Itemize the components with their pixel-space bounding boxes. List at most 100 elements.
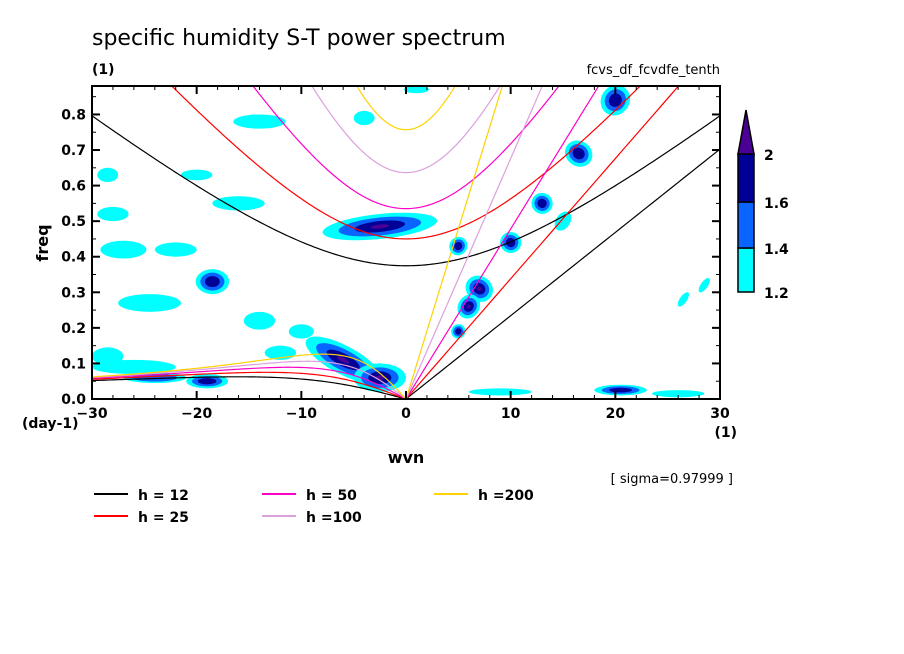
legend-label: h = 25: [138, 510, 189, 526]
region-level-1-6: [537, 198, 547, 209]
rossby-curve-h200: [92, 353, 407, 399]
axis-ticks: −30 −20 −10 0 10 20 30 0.0 0.1 0.2 0.3 0.4 0.5 0.6 0.7…: [61, 86, 730, 422]
legend-item: h = 50: [262, 488, 357, 504]
region-level-1-2: [92, 359, 176, 375]
x-tick-label: −10: [286, 406, 317, 422]
spectral-region: [465, 275, 493, 302]
spectral-region: [212, 196, 265, 211]
x-tick-label: −30: [76, 406, 107, 422]
x-axis-title: wvn: [388, 448, 425, 467]
x-tick-label: −20: [181, 406, 212, 422]
region-level-1-6: [454, 241, 463, 251]
kelvin-curve-h100: [405, 86, 543, 399]
x-tick-label: 0: [401, 406, 411, 422]
colorbar-extend-arrow: [737, 109, 755, 155]
subtitle-right: fcvs_df_fcvdfe_tenth: [587, 63, 720, 78]
colorbar-label: 1.4: [764, 242, 789, 258]
colorbar-segment: [737, 201, 755, 249]
legend-item: h = 12: [94, 488, 189, 504]
spectral-region: [180, 169, 213, 181]
y-tick-label: 0.5: [61, 214, 86, 230]
kelvin-curve-h50: [405, 86, 600, 399]
spectral-region: [594, 384, 647, 396]
region-level-1-2: [468, 388, 532, 396]
spectral-region: [97, 206, 129, 222]
spectral-region: [468, 388, 532, 396]
spectral-region: [353, 110, 375, 126]
y-tick-label: 0.6: [61, 179, 86, 195]
region-level-1-6: [609, 387, 633, 393]
legend-label: h =100: [306, 510, 362, 526]
spectral-region: [186, 374, 229, 389]
spectral-region: [100, 240, 147, 259]
region-level-1-2: [97, 167, 119, 183]
colorbar-label: 1.6: [764, 196, 789, 212]
plot-frame: [91, 85, 721, 400]
spectral-region: [97, 167, 119, 183]
spectral-region: [243, 311, 276, 330]
spectral-region: [449, 236, 468, 256]
kelvin-curve-h25: [405, 86, 680, 399]
rossby-curve-h100: [92, 360, 407, 399]
colorbar-segment: [737, 247, 755, 293]
region-level-1-2: [212, 196, 265, 211]
x-tick-label: 30: [710, 406, 730, 422]
y-tick-label: 0.2: [61, 321, 86, 337]
legend-item: h =200: [434, 488, 534, 504]
region-level-1-2: [243, 311, 276, 330]
region-level-1-2: [288, 324, 314, 339]
spectral-region: [698, 278, 710, 293]
spectral-region: [92, 359, 176, 375]
spectral-region: [677, 292, 689, 307]
y-tick-label: 0.7: [61, 143, 86, 159]
spectral-region: [288, 324, 314, 339]
region-level-1-2: [97, 206, 129, 222]
legend-label: h =200: [478, 488, 534, 504]
chart-title: specific humidity S-T power spectrum: [92, 26, 506, 51]
subtitle-left: (1): [92, 62, 115, 78]
region-level-1-2: [677, 292, 689, 307]
sigma-annotation: [ sigma=0.97999 ]: [611, 472, 733, 487]
region-level-1-2: [118, 294, 181, 312]
x-axis-unit: (1): [714, 425, 737, 441]
spectral-region: [403, 86, 430, 94]
spectral-region: [651, 390, 705, 398]
region-level-1-2: [100, 240, 147, 259]
gravity-curve-h200: [356, 86, 456, 131]
region-level-2: [477, 286, 482, 291]
y-tick-label: 0.0: [61, 392, 86, 408]
region-level-1-6: [204, 276, 220, 288]
x-tick-label: 20: [606, 406, 626, 422]
y-tick-label: 0.1: [61, 356, 86, 372]
gravity-curve-h100: [311, 86, 501, 174]
region-level-1-6: [572, 147, 585, 160]
colorbar: 1.2 1.4 1.6 2: [737, 109, 789, 302]
kelvin-curve-h12: [405, 148, 720, 399]
legend-item: h =100: [262, 510, 362, 526]
colorbar-segment: [737, 153, 755, 203]
legend-label: h = 50: [306, 488, 357, 504]
gravity-curve-h25: [170, 86, 642, 240]
spectral-region: [233, 114, 286, 129]
region-level-1-6: [455, 328, 462, 335]
legend: h = 12 h = 50 h =200 h = 25 h =100: [94, 488, 534, 526]
spectral-region: [322, 212, 438, 241]
region-level-1-2: [180, 169, 213, 181]
region-level-1-2: [154, 242, 197, 257]
y-axis-title: freq: [33, 224, 52, 261]
spectral-region: [154, 242, 197, 257]
region-level-1-2: [651, 390, 705, 398]
region-level-1-2: [698, 278, 710, 293]
spectral-region: [531, 192, 553, 214]
colorbar-label: 2: [764, 148, 774, 164]
region-level-2: [337, 356, 350, 364]
rossby-curve-h50: [92, 366, 407, 399]
region-level-1-2: [233, 114, 286, 129]
gravity-curve-h50: [252, 86, 560, 210]
rossby-curve-h12: [92, 376, 407, 399]
spectral-region: [457, 294, 481, 319]
y-tick-label: 0.3: [61, 285, 86, 301]
rossby-curve-h25: [92, 371, 407, 399]
spectral-region: [195, 269, 230, 295]
